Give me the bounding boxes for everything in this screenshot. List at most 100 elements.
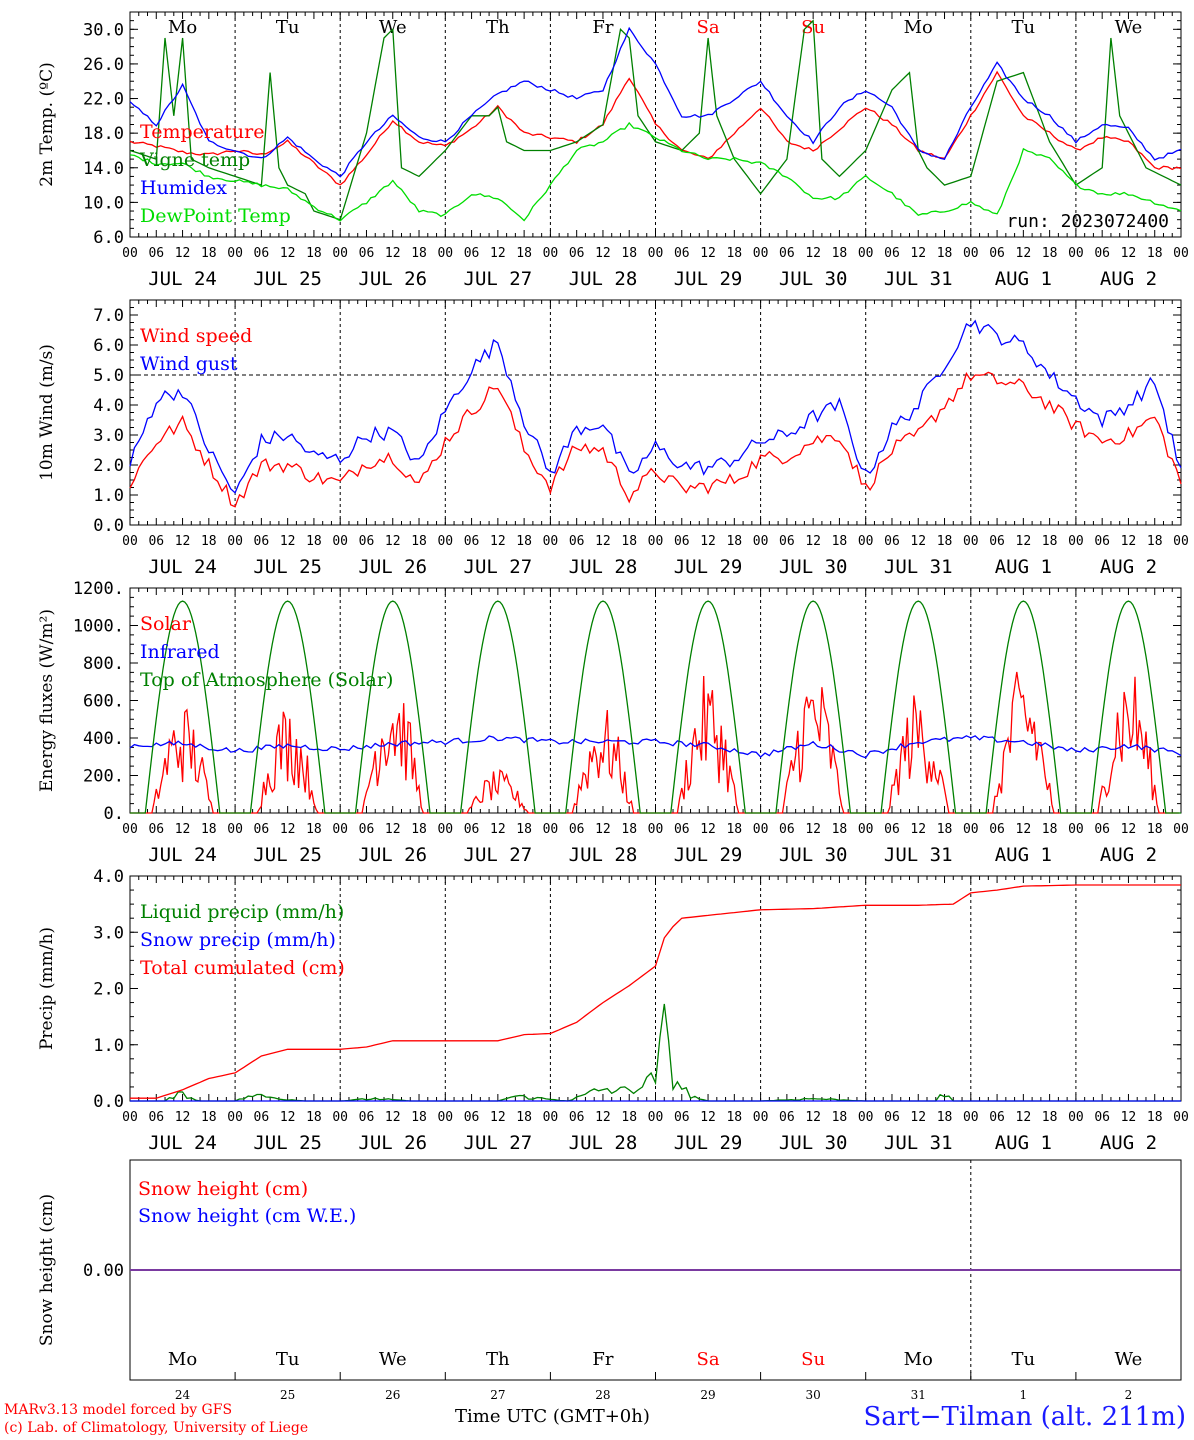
hour-tick-label: 12: [805, 534, 821, 549]
date-label: AUG 1: [995, 1132, 1052, 1154]
hour-tick-label: 00: [648, 1110, 664, 1125]
hour-tick-label: 18: [621, 534, 637, 549]
hour-tick-label: 06: [1094, 1110, 1110, 1125]
hour-tick-label: 18: [306, 1110, 322, 1125]
hour-tick-label: 00: [753, 1110, 769, 1125]
hour-tick-label: 18: [1147, 1110, 1163, 1125]
series-line-top-of-atmosphere-solar-: [130, 600, 1181, 814]
hour-tick-label: 00: [1173, 534, 1189, 549]
legend-entry: Wind speed: [140, 325, 252, 347]
hour-tick-label: 12: [280, 246, 296, 261]
hour-tick-label: 12: [1016, 822, 1032, 837]
hour-tick-label: 12: [910, 1110, 926, 1125]
day-name-label: Sa: [697, 1349, 720, 1370]
date-label: JUL 27: [464, 844, 533, 866]
hour-tick-label: 06: [569, 1110, 585, 1125]
hour-tick-label: 06: [674, 534, 690, 549]
hour-tick-label: 00: [858, 246, 874, 261]
legend-entry: Solar: [140, 613, 192, 635]
panel-energy: 0. 200. 400. 600. 800. 1000. 1200. Energy fluxe…: [37, 579, 1189, 866]
hour-tick-label: 12: [700, 534, 716, 549]
date-label: JUL 26: [358, 844, 427, 866]
hour-tick-label: 18: [201, 534, 217, 549]
hour-tick-label: 12: [700, 1110, 716, 1125]
hour-tick-label: 12: [1016, 1110, 1032, 1125]
hour-tick-label: 06: [884, 246, 900, 261]
hour-tick-label: 12: [910, 246, 926, 261]
hour-tick-label: 18: [726, 822, 742, 837]
day-number-label: 29: [700, 1388, 715, 1402]
hour-tick-label: 06: [674, 822, 690, 837]
day-name-label: Tu: [1012, 1349, 1036, 1370]
hour-tick-label: 12: [805, 1110, 821, 1125]
hour-tick-label: 06: [1094, 534, 1110, 549]
hour-tick-label: 12: [175, 1110, 191, 1125]
hour-tick-label: 12: [1121, 246, 1137, 261]
day-number-label: 26: [385, 1388, 400, 1402]
hour-tick-label: 18: [621, 246, 637, 261]
date-label: JUL 30: [779, 556, 848, 578]
hour-tick-label: 00: [648, 534, 664, 549]
hour-tick-label: 18: [411, 534, 427, 549]
day-number-label: 1: [1020, 1388, 1028, 1402]
hour-tick-label: 00: [332, 534, 348, 549]
hour-tick-label: 00: [648, 822, 664, 837]
hour-tick-label: 06: [674, 1110, 690, 1125]
hour-tick-label: 06: [779, 246, 795, 261]
hour-tick-label: 12: [490, 822, 506, 837]
hour-tick-label: 06: [989, 246, 1005, 261]
hour-tick-label: 00: [648, 246, 664, 261]
hour-tick-label: 12: [385, 1110, 401, 1125]
hour-tick-label: 06: [779, 1110, 795, 1125]
y-tick-label: 4.0: [93, 867, 124, 887]
legend-entry: DewPoint Temp: [140, 205, 291, 227]
day-number-label: 30: [806, 1388, 821, 1402]
hour-tick-label: 18: [1147, 822, 1163, 837]
hour-tick-label: 18: [1042, 1110, 1058, 1125]
hour-tick-label: 18: [201, 1110, 217, 1125]
hour-tick-label: 06: [989, 822, 1005, 837]
date-label: JUL 24: [148, 1132, 217, 1154]
hour-tick-label: 00: [437, 246, 453, 261]
hour-tick-label: 18: [201, 246, 217, 261]
hour-tick-label: 00: [1173, 822, 1189, 837]
hour-tick-label: 12: [595, 246, 611, 261]
hour-tick-label: 12: [805, 246, 821, 261]
hour-tick-label: 00: [1173, 246, 1189, 261]
y-tick-label: 7.0: [93, 306, 124, 326]
hour-tick-label: 00: [858, 822, 874, 837]
panel-precip: 0.0 1.0 2.0 3.0 4.0 Precip (mm/h) 00 06 12 18 00 06…: [37, 867, 1189, 1154]
series-line-temperature: [129, 70, 1182, 186]
hour-tick-label: 18: [726, 534, 742, 549]
hour-tick-label: 00: [963, 534, 979, 549]
day-name-label: We: [1115, 17, 1143, 38]
hour-tick-label: 18: [621, 1110, 637, 1125]
y-tick-label: 0.0: [93, 1092, 124, 1112]
day-name-label: Th: [486, 17, 510, 38]
legend-entry: Infrared: [140, 641, 220, 663]
hour-tick-label: 12: [175, 246, 191, 261]
hour-tick-label: 18: [937, 534, 953, 549]
hour-tick-label: 06: [884, 822, 900, 837]
day-number-label: 31: [911, 1388, 926, 1402]
hour-tick-label: 00: [963, 246, 979, 261]
hour-tick-label: 12: [910, 822, 926, 837]
panel-snow: 0.00 Snow height (cm) Mo 24 Tu 25 We 26 Th 27 Fr 28…: [37, 1159, 1182, 1402]
hour-tick-label: 06: [359, 1110, 375, 1125]
hour-tick-label: 00: [122, 1110, 138, 1125]
y-tick-label: 14.0: [83, 159, 124, 179]
day-name-label: Mo: [168, 17, 197, 38]
hour-tick-label: 18: [411, 246, 427, 261]
date-label: AUG 2: [1100, 844, 1157, 866]
day-name-label: Fr: [592, 17, 613, 38]
hour-tick-label: 06: [359, 534, 375, 549]
hour-tick-label: 06: [779, 822, 795, 837]
hour-tick-label: 00: [1068, 1110, 1084, 1125]
day-name-label: Fr: [592, 1349, 613, 1370]
hour-tick-label: 12: [595, 822, 611, 837]
hour-tick-label: 00: [227, 822, 243, 837]
hour-tick-label: 00: [122, 534, 138, 549]
time-axis-label: Time UTC (GMT+0h): [455, 1406, 650, 1427]
hour-tick-label: 06: [148, 822, 164, 837]
hour-tick-label: 12: [805, 822, 821, 837]
